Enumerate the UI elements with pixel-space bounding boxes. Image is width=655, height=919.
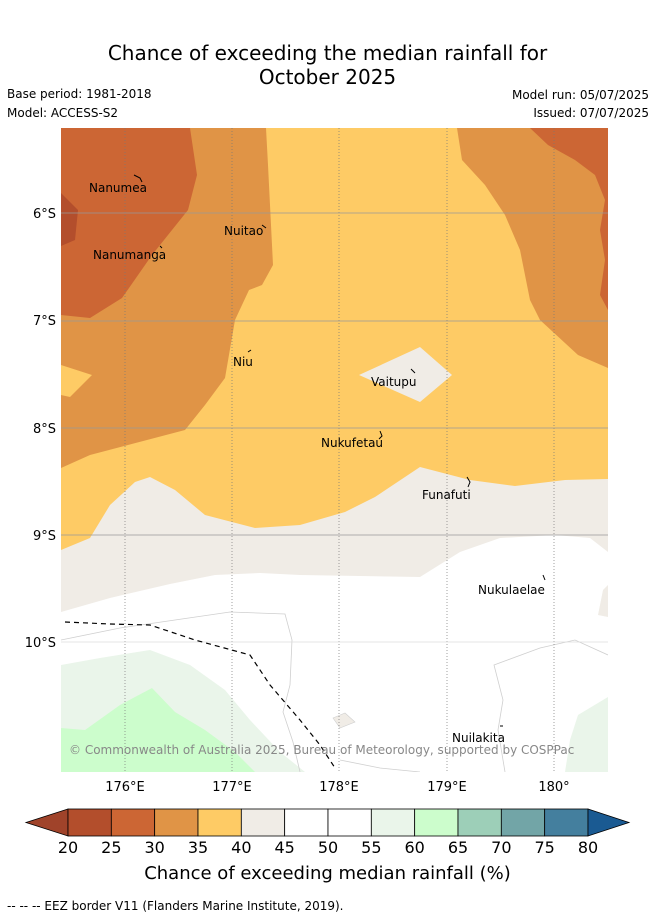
place-labels: Nanumea Nuitao Nanumanga Niu Vaitupu Nuk… — [89, 181, 545, 745]
colorbar-tick-label: 80 — [577, 838, 599, 857]
lon-tick-179e: 179°E — [427, 780, 467, 795]
colorbar-tick-label: 30 — [144, 838, 165, 857]
colorbar-swatch — [544, 808, 589, 837]
model-run-date: Model run: 05/07/2025 — [511, 88, 649, 102]
colorbar-swatch — [110, 808, 156, 837]
lat-tick-8s: 8°S — [33, 422, 56, 437]
contour-line-south — [339, 759, 421, 772]
contour-30-35-east — [457, 128, 608, 368]
colorbar — [24, 808, 631, 837]
islands — [133, 174, 546, 727]
label-nanumea: Nanumea — [89, 181, 147, 195]
lon-tick-178e: 178°E — [319, 780, 359, 795]
label-niu: Niu — [233, 355, 253, 369]
label-nuitao: Nuitao — [224, 224, 263, 238]
contour-40-45-east-patch — [598, 585, 608, 617]
colorbar-tick-label: 70 — [491, 838, 512, 857]
longitude-ticks: 176°E 177°E 178°E 179°E 180° — [105, 780, 569, 795]
colorbar-tick-label: 75 — [534, 838, 555, 857]
island-niu — [247, 349, 252, 353]
colorbar-tick-label: 35 — [187, 838, 209, 857]
colorbar-tick-label: 65 — [447, 838, 469, 857]
lat-tick-6s: 6°S — [33, 207, 56, 222]
label-funafuti: Funafuti — [422, 488, 471, 502]
colorbar-tick-label: 45 — [274, 838, 295, 857]
colorbar-tick-label: 20 — [57, 838, 79, 857]
colorbar-tick-label: 55 — [361, 838, 382, 857]
colorbar-extend-high — [587, 808, 631, 837]
contour-20-25-west — [61, 193, 78, 246]
colorbar-swatch — [67, 808, 112, 837]
contour-25-30-west — [61, 128, 197, 318]
island-funafuti — [466, 476, 471, 488]
graticule — [61, 128, 608, 772]
colorbar-extend-low — [24, 808, 69, 837]
contour-40-45-vaitupu — [359, 347, 452, 402]
colorbar-tick-label: 25 — [101, 838, 122, 857]
rainfall-contours — [61, 128, 608, 772]
island-nanumea — [133, 174, 143, 183]
colorbar-swatch — [327, 808, 372, 837]
colorbar-tick-label: 60 — [404, 838, 425, 857]
colorbar-tick-label: 50 — [317, 838, 339, 857]
island-nanumanga — [159, 245, 163, 249]
copyright-notice: © Commonwealth of Australia 2025, Bureau… — [69, 743, 574, 757]
map-title-line-1: Chance of exceeding the median rainfall … — [107, 41, 548, 65]
label-nanumanga: Nanumanga — [93, 248, 166, 262]
colorbar-swatch — [197, 808, 242, 837]
label-vaitupu: Vaitupu — [371, 375, 417, 389]
label-nukufetau: Nukufetau — [321, 436, 383, 450]
island-nukulaelae — [542, 574, 546, 581]
contour-25-30-east — [530, 128, 608, 310]
colorbar-tick-label: 40 — [231, 838, 252, 857]
lat-tick-10s: 10°S — [25, 636, 56, 651]
colorbar-swatch — [370, 808, 416, 837]
contour-line-50-east — [493, 639, 608, 772]
colorbar-swatch — [240, 808, 286, 837]
contour-small-patch — [332, 712, 356, 729]
lat-tick-9s: 9°S — [33, 529, 56, 544]
issued-date: Issued: 07/07/2025 — [533, 106, 649, 120]
colorbar-swatch — [457, 808, 502, 837]
contour-60-65 — [61, 688, 255, 772]
eez-border — [64, 621, 336, 769]
colorbar-swatch — [414, 808, 459, 837]
lon-tick-177e: 177°E — [212, 780, 252, 795]
label-nuilakita: Nuilakita — [452, 731, 505, 745]
contour-line-50 — [61, 611, 301, 772]
contour-55-60-east — [565, 697, 608, 772]
colorbar-swatch — [500, 808, 546, 837]
map-title-line-2: October 2025 — [258, 65, 397, 89]
base-period: Base period: 1981-2018 — [7, 87, 152, 101]
eez-footnote: -- -- -- EEZ border V11 (Flanders Marine… — [7, 899, 344, 913]
lon-tick-180: 180° — [538, 780, 569, 795]
latitude-ticks: 6°S 7°S 8°S 9°S 10°S — [25, 207, 56, 651]
label-nukulaelae: Nukulaelae — [478, 583, 545, 597]
colorbar-swatch — [154, 808, 199, 837]
colorbar-axis-title: Chance of exceeding median rainfall (%) — [144, 863, 511, 884]
island-vaitupu — [410, 368, 416, 374]
island-nuitao — [261, 224, 267, 229]
contour-35-40-patch — [61, 365, 92, 397]
island-nukufetau — [378, 430, 383, 440]
model-name: Model: ACCESS-S2 — [7, 106, 119, 120]
lat-tick-7s: 7°S — [33, 314, 56, 329]
colorbar-swatch — [284, 808, 329, 837]
lon-tick-176e: 176°E — [105, 780, 145, 795]
